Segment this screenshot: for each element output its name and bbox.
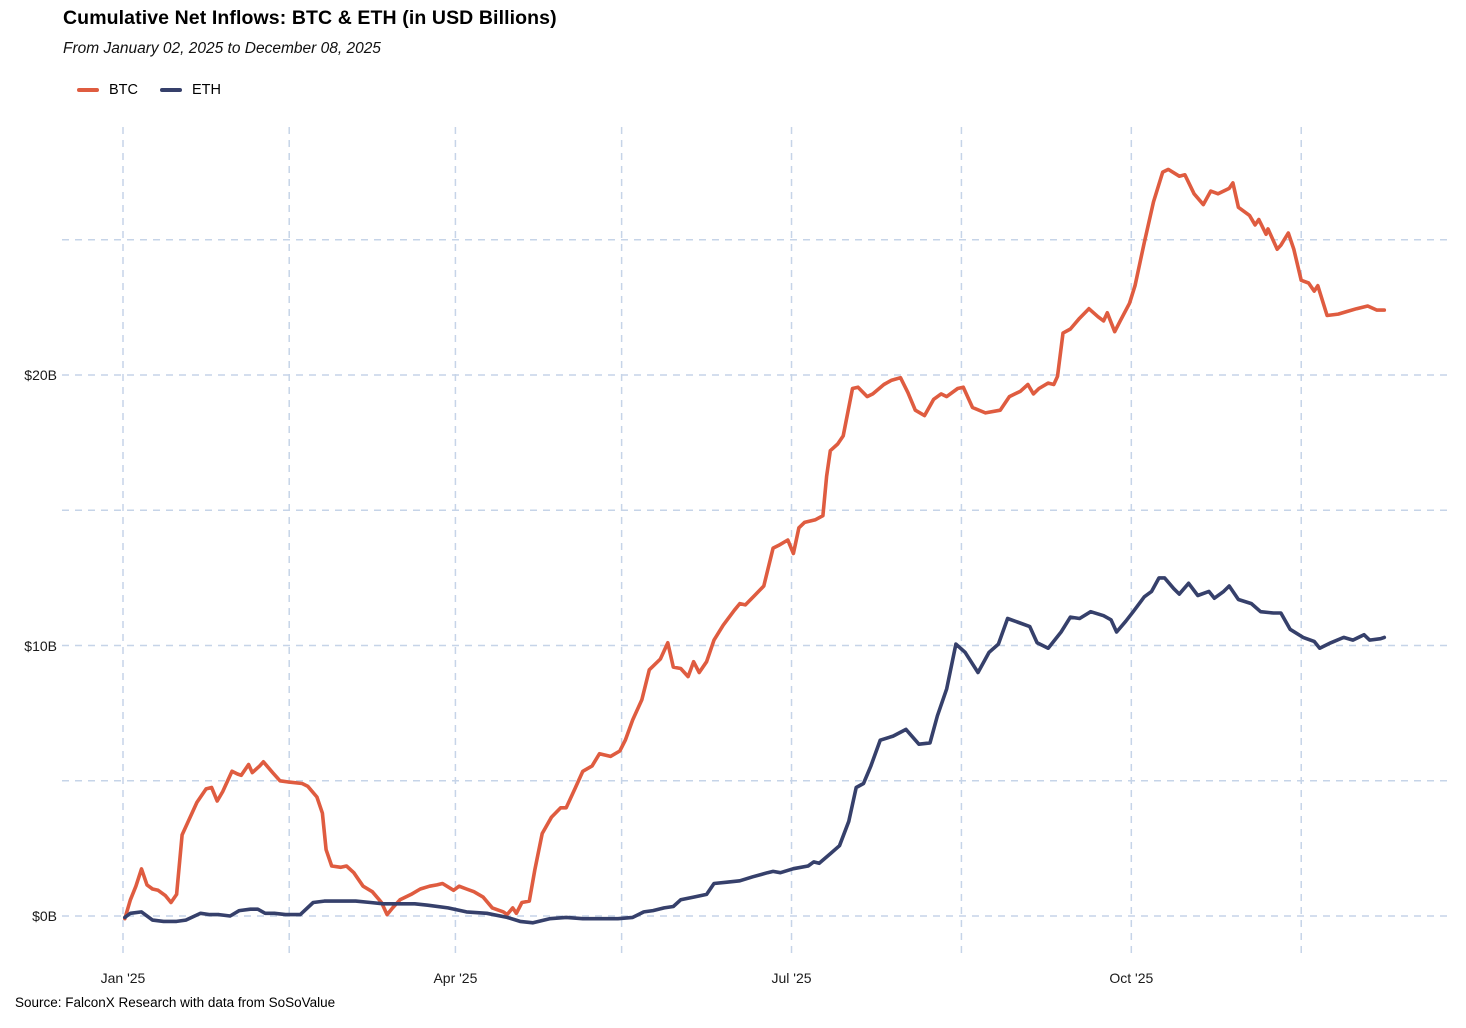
eth-legend-swatch-icon [160,87,182,93]
chart-title: Cumulative Net Inflows: BTC & ETH (in US… [63,7,557,29]
eth-legend-label: ETH [192,82,221,98]
legend-item-eth: ETH [160,82,221,98]
x-tick-label: Oct '25 [1109,970,1154,986]
legend: BTC ETH [77,82,221,98]
chart-subtitle: From January 02, 2025 to December 08, 20… [63,40,381,57]
y-tick-label: $10B [24,637,57,654]
x-tick-label: Jan '25 [100,970,146,986]
btc-legend-label: BTC [109,82,138,98]
btc-legend-swatch-icon [77,87,99,93]
legend-item-btc: BTC [77,82,138,98]
y-tick-label: $0B [32,908,57,924]
source-note: Source: FalconX Research with data from … [15,995,336,1010]
y-tick-label: $20B [24,367,57,383]
btc-line [123,167,1387,921]
x-tick-label: Apr '25 [433,970,478,986]
x-tick-label: Jul '25 [771,970,812,986]
eth-line [123,576,1387,925]
